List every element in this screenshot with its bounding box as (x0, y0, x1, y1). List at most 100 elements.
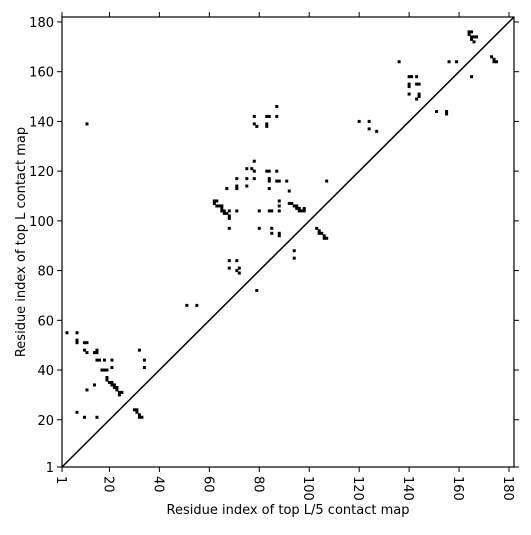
contact-point (367, 127, 371, 131)
contact-point (325, 179, 329, 183)
contact-point (290, 201, 294, 205)
contact-point (410, 75, 414, 79)
contact-point (267, 177, 271, 181)
contact-point (322, 236, 326, 240)
contact-point (285, 179, 289, 183)
y-axis-label: Residue index of top L contact map (14, 127, 29, 357)
contact-point (472, 40, 476, 44)
contact-point (102, 358, 106, 362)
contact-point (115, 385, 119, 389)
contact-point (132, 408, 136, 412)
contact-point (417, 95, 421, 99)
contact-point (227, 259, 231, 263)
contact-point (120, 390, 124, 394)
contact-point (185, 303, 189, 307)
contact-point (277, 179, 281, 183)
contact-point (105, 375, 109, 379)
contact-point (250, 167, 254, 171)
contact-point (267, 169, 271, 173)
contact-point (225, 187, 229, 191)
contact-point (235, 184, 239, 188)
contact-point (237, 266, 241, 270)
y-tick-label: 20 (37, 414, 54, 429)
contact-point (277, 209, 281, 213)
contact-point (252, 159, 256, 163)
contact-point (82, 415, 86, 419)
y-tick-label: 100 (29, 215, 54, 230)
contact-point (492, 60, 496, 64)
contact-point (367, 119, 371, 123)
contact-point (245, 177, 249, 181)
contact-point (102, 368, 106, 372)
contact-point (140, 415, 144, 419)
contact-point (265, 124, 269, 128)
contact-point (275, 169, 279, 173)
contact-point (292, 249, 296, 253)
contact-point (470, 75, 474, 79)
contact-point (302, 209, 306, 213)
contact-point (277, 199, 281, 203)
contact-point (85, 341, 89, 345)
contact-point (255, 288, 259, 292)
contact-point (265, 114, 269, 118)
contact-point (110, 366, 114, 370)
contact-point (237, 271, 241, 275)
contact-point (117, 390, 121, 394)
contact-point (492, 57, 496, 61)
y-tick-label: 80 (37, 265, 54, 280)
y-tick-label: 180 (29, 16, 54, 31)
contact-point (235, 209, 239, 213)
contact-point (215, 204, 219, 208)
contact-point (212, 201, 216, 205)
contact-point (470, 37, 474, 41)
contact-point (302, 206, 306, 210)
contact-point (137, 415, 141, 419)
contact-point (277, 231, 281, 235)
contact-point (252, 122, 256, 126)
contact-point (270, 231, 274, 235)
y-tick-label: 40 (37, 364, 54, 379)
x-tick-label: 180 (500, 476, 515, 501)
x-tick-label: 160 (450, 476, 465, 501)
contact-point (100, 368, 104, 372)
contact-point (217, 204, 221, 208)
contact-point (447, 60, 451, 64)
contact-point (317, 229, 321, 233)
contact-point (110, 383, 114, 387)
contact-point (257, 209, 261, 213)
contact-point (287, 189, 291, 193)
contact-point (227, 209, 231, 213)
y-tick-label: 120 (29, 165, 54, 180)
contact-point (105, 368, 109, 372)
contact-point (252, 114, 256, 118)
contact-point (85, 351, 89, 355)
contact-point (265, 169, 269, 173)
contact-point (397, 60, 401, 64)
contact-point (270, 209, 274, 213)
contact-point (435, 109, 439, 113)
y-tick-label: 140 (29, 115, 54, 130)
contact-point (445, 109, 449, 113)
contact-point (82, 341, 86, 345)
contact-point (455, 60, 459, 64)
x-tick-label: 60 (200, 476, 215, 493)
contact-point (95, 358, 99, 362)
contact-point (75, 331, 79, 335)
y-tick-label: 1 (46, 461, 54, 476)
contact-point (275, 179, 279, 183)
contact-point (255, 124, 259, 128)
y-tick-label: 160 (29, 66, 54, 81)
contact-point (470, 30, 474, 34)
contact-point (415, 75, 419, 79)
diagonal (61, 16, 515, 468)
contact-point (235, 187, 239, 191)
contact-point (257, 226, 261, 230)
contact-point (252, 177, 256, 181)
contact-point (267, 114, 271, 118)
contact-point (357, 119, 361, 123)
contact-point (142, 358, 146, 362)
contact-point (142, 366, 146, 370)
x-tick-label: 140 (400, 476, 415, 501)
contact-point (85, 122, 89, 126)
contact-point (297, 206, 301, 210)
